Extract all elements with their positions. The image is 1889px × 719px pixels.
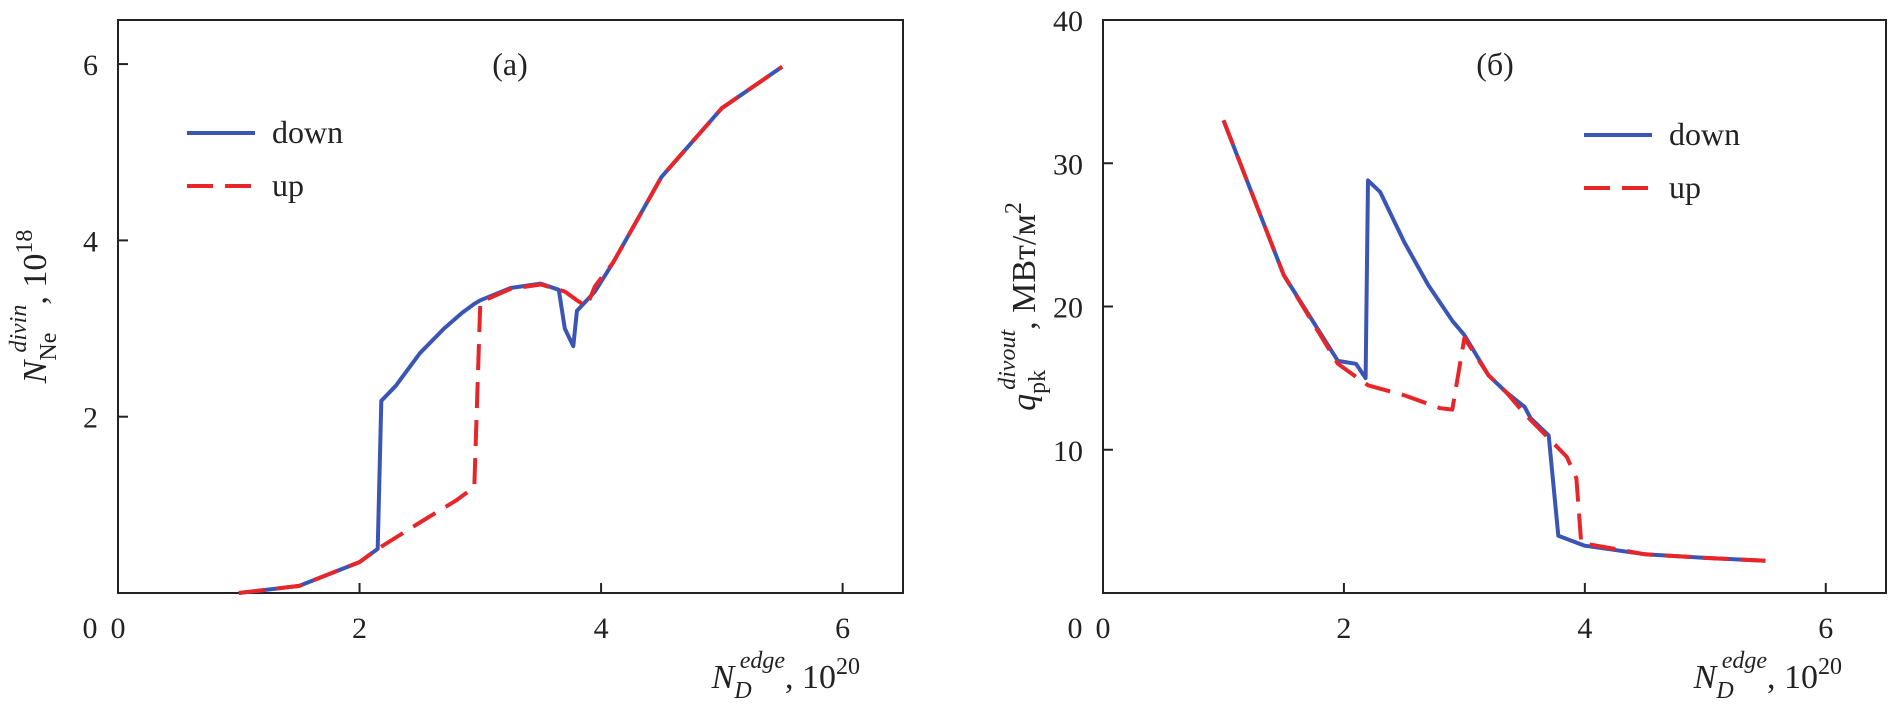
plot-frame (117, 19, 904, 594)
series-line-down (1221, 119, 1766, 563)
panel-label: (a) (492, 46, 528, 82)
y-tick-label: 6 (83, 49, 98, 82)
origin-label: 0 (1068, 612, 1083, 645)
y-axis-label: NNedivin, 1018 (6, 230, 62, 385)
y-tick-label: 30 (1053, 148, 1083, 181)
legend-label-up: up (272, 167, 304, 203)
legend-label-down: down (272, 114, 343, 150)
y-tick-label: 4 (83, 225, 98, 258)
x-axis-label: NDedge, 1020 (1693, 648, 1842, 704)
x-tick-label: 4 (594, 612, 609, 645)
x-tick-label: 2 (1336, 612, 1351, 645)
x-tick-label: 4 (1577, 612, 1592, 645)
x-tick-label: 0 (111, 612, 126, 645)
plot-frame (1102, 19, 1887, 594)
x-tick-label: 6 (835, 612, 850, 645)
series-line-up (238, 65, 784, 595)
y-tick-label: 40 (1053, 5, 1083, 38)
origin-label: 0 (83, 612, 98, 645)
y-tick-label: 20 (1053, 292, 1083, 325)
x-axis-label: NDedge, 1020 (711, 648, 860, 704)
x-tick-label: 2 (352, 612, 367, 645)
chart-panel-a: 0 2 4 6 2 4 6 0 (a) down up NDedge, 1020 NNedivin, 1… (6, 19, 904, 704)
x-tick-label: 6 (1818, 612, 1833, 645)
legend-label-down: down (1669, 116, 1740, 152)
chart-panel-b: 0 2 4 6 10 20 30 40 0 (б) down up NDedge, 1020 qpkdiv… (995, 5, 1887, 704)
y-tick-label: 2 (83, 402, 98, 435)
panel-label: (б) (1476, 46, 1514, 82)
series-line-up (1221, 119, 1766, 563)
legend-label-up: up (1669, 169, 1701, 205)
y-tick-label: 10 (1053, 435, 1083, 468)
x-tick-label: 0 (1096, 612, 1111, 645)
y-axis-label: qpkdivout, МВт/м2 (995, 202, 1051, 411)
